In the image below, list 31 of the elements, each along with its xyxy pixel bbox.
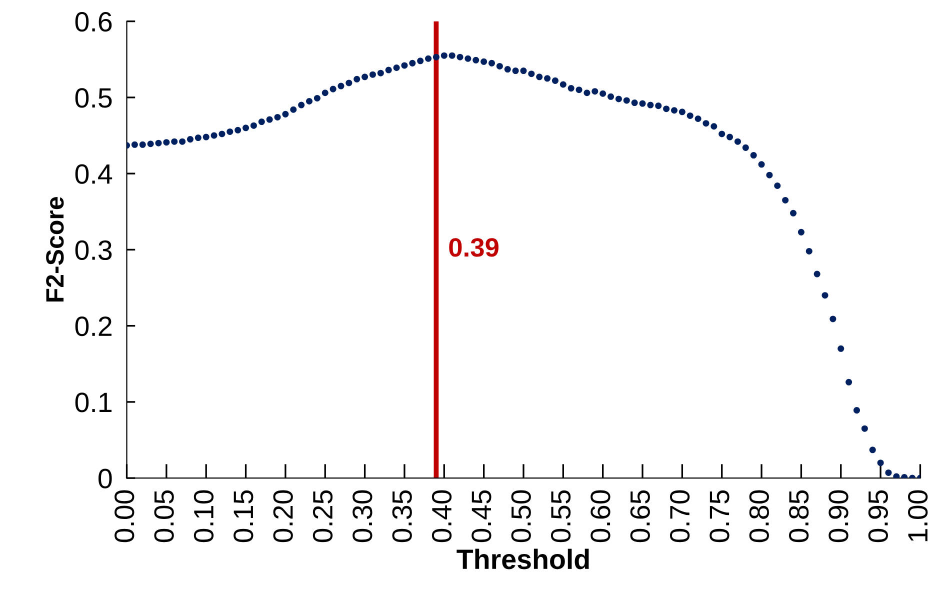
ref-line-label: 0.39 xyxy=(449,238,498,257)
x-tick-label: 0.05 xyxy=(154,490,174,542)
x-tick-label: 0.00 xyxy=(114,490,134,542)
y-tick-label: 0.2 xyxy=(75,316,112,336)
y-tick-label: 0.5 xyxy=(75,88,112,108)
y-axis-title: F2-Score xyxy=(46,197,64,302)
x-tick-label: 0.60 xyxy=(590,490,610,542)
x-tick-label: 0.50 xyxy=(511,490,531,542)
x-tick-label: 0.85 xyxy=(788,490,809,542)
x-tick-label: 0.80 xyxy=(749,490,769,542)
x-tick-label: 1.00 xyxy=(908,490,928,542)
x-tick-label: 0.40 xyxy=(432,490,452,542)
x-tick-label: 0.95 xyxy=(868,490,888,542)
y-tick-label: 0.4 xyxy=(75,164,112,184)
y-tick-label: 0 xyxy=(98,468,112,488)
x-tick-label: 0.25 xyxy=(312,490,333,542)
x-axis-title: Threshold xyxy=(456,548,589,570)
x-tick-label: 0.70 xyxy=(670,490,690,542)
y-tick-label: 0.1 xyxy=(75,392,112,412)
x-tick-label: 0.90 xyxy=(828,490,848,542)
x-tick-label: 0.45 xyxy=(472,490,492,542)
x-tick-label: 0.10 xyxy=(194,490,214,542)
x-tick-label: 0.30 xyxy=(352,490,372,542)
x-tick-label: 0.35 xyxy=(392,490,412,542)
y-tick-label: 0.3 xyxy=(75,240,112,260)
y-tick-label: 0.6 xyxy=(75,12,112,32)
x-tick-label: 0.15 xyxy=(234,490,254,542)
x-tick-label: 0.65 xyxy=(630,490,650,542)
x-tick-label: 0.20 xyxy=(273,490,293,542)
x-tick-label: 0.55 xyxy=(550,490,571,542)
x-tick-label: 0.75 xyxy=(710,490,730,542)
